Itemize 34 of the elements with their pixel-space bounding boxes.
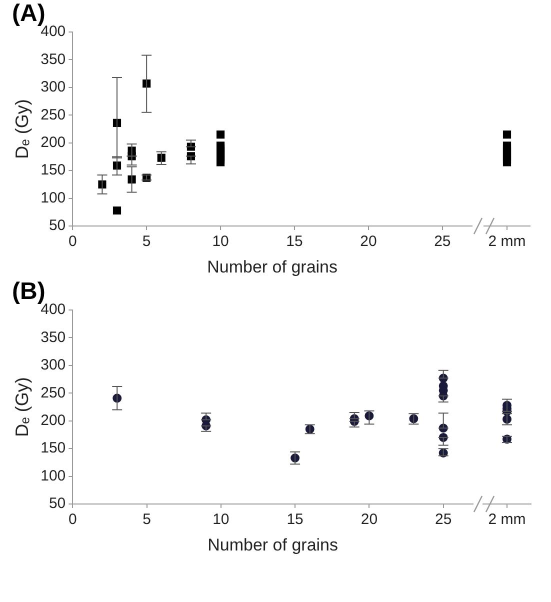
y-tick-label: 50: [48, 495, 66, 512]
x-axis-title: Number of grains: [207, 257, 338, 276]
x-tick-label: 0: [68, 511, 77, 528]
y-axis-title: Dₑ (Gy): [12, 377, 32, 437]
x-tick-label: 2 mm: [488, 511, 526, 528]
y-tick-label: 250: [40, 384, 66, 402]
y-tick-label: 150: [40, 162, 66, 179]
y-tick-label: 100: [40, 467, 66, 484]
x-tick-label: 10: [212, 511, 230, 528]
y-tick-label: 200: [40, 134, 66, 151]
x-tick-label: 5: [142, 233, 151, 250]
y-tick-label: 350: [40, 328, 66, 346]
x-axis-title: Number of grains: [208, 535, 338, 554]
y-tick-label: 50: [48, 217, 66, 234]
x-tick-label: 20: [360, 511, 378, 528]
x-tick-label: 25: [434, 233, 451, 250]
x-tick-label: 5: [142, 511, 151, 528]
y-tick-label: 100: [40, 189, 66, 206]
y-tick-label: 300: [40, 78, 66, 96]
chart-title: (A): [12, 0, 46, 27]
y-axis-title: Dₑ (Gy): [12, 99, 32, 159]
y-tick-label: 250: [40, 106, 66, 124]
x-tick-label: 2 mm: [488, 233, 526, 250]
y-tick-label: 350: [40, 50, 66, 68]
x-tick-label: 0: [68, 233, 77, 250]
y-tick-label: 150: [40, 440, 66, 457]
y-tick-label: 200: [40, 412, 66, 429]
x-tick-label: 15: [286, 233, 303, 250]
chart-title: (B): [12, 278, 46, 305]
x-tick-label: 10: [212, 233, 229, 250]
x-tick-label: 15: [286, 511, 304, 528]
y-tick-label: 300: [40, 356, 66, 374]
x-tick-label: 20: [360, 233, 377, 250]
x-tick-label: 25: [435, 511, 452, 528]
